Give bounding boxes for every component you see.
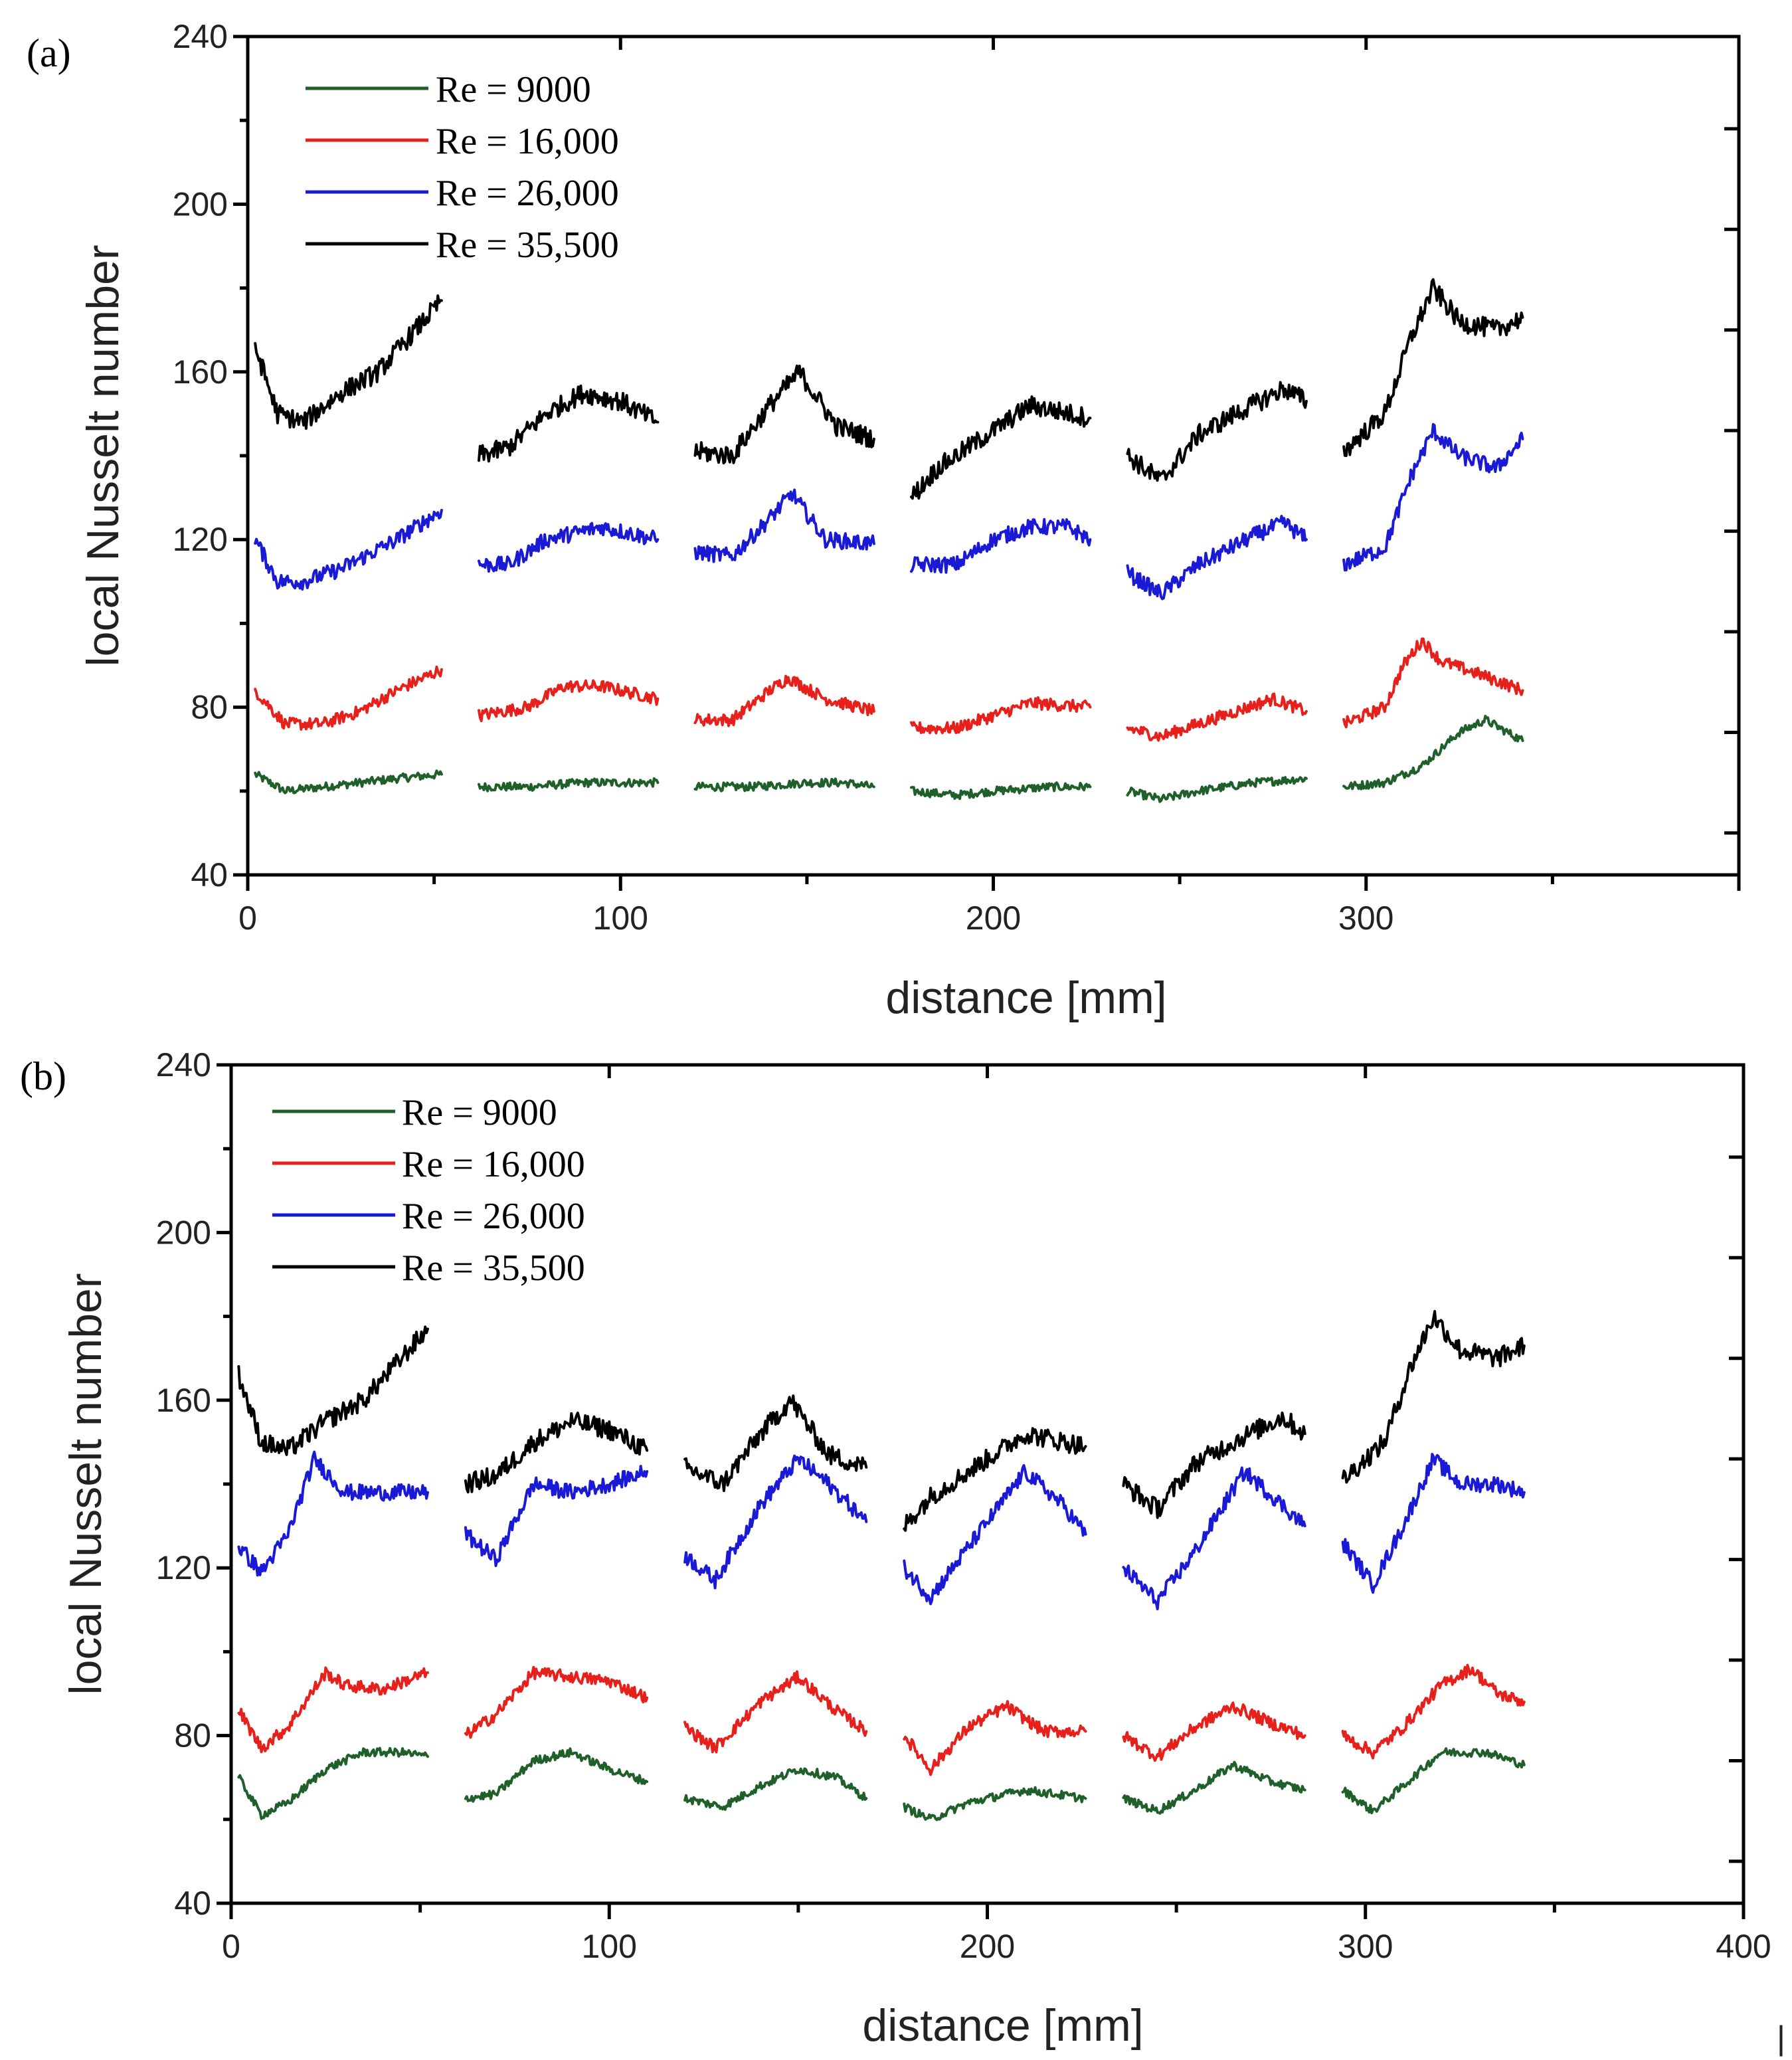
series-re-35-500-segment-2	[464, 1411, 649, 1494]
series-re-16-000-segment-1	[237, 1666, 429, 1754]
series-re-16-000-segment-6	[1341, 1663, 1526, 1760]
series-re-26-000-segment-4	[910, 517, 1092, 574]
series-re-9000-segment-4	[903, 1786, 1087, 1822]
series-re-26-000-segment-6	[1341, 1453, 1526, 1594]
series-re-16-000-segment-1	[254, 665, 443, 731]
y-axis-tick-labels: 40 80 120 160 200 240	[173, 18, 228, 893]
y-tick-label: 120	[156, 1549, 211, 1586]
y-tick-label: 160	[173, 353, 228, 391]
series-re-9000-segment-3	[683, 1767, 868, 1811]
series-re-9000-segment-4	[910, 781, 1092, 800]
series-re-16-000-segment-5	[1126, 692, 1308, 742]
y-tick-label: 40	[174, 1885, 211, 1922]
y-axis-tick-labels: 40 80 120 160 200 240	[156, 1046, 211, 1922]
series-re-26-000-segment-1	[254, 509, 443, 591]
series-re-9000-segment-1	[254, 769, 443, 795]
x-axis-tick-labels: 0 100 200 300 400	[222, 1928, 1771, 1965]
series-re-16-000-segment-3	[683, 1670, 868, 1754]
panel-b: (b) 40 80 120 160 200 240 0 100 200 300 400 dista…	[20, 1046, 1771, 2051]
series-re-26-000-segment-1	[237, 1450, 429, 1577]
panel-a: (a) 40 80 120 160 200 240 0 100 200 300 distance…	[27, 18, 1741, 1023]
legend: Re = 9000 Re = 16,000 Re = 26,000 Re = 3…	[272, 1092, 585, 1289]
series-re-26-000-segment-3	[683, 1454, 868, 1590]
y-tick-label: 200	[156, 1214, 211, 1251]
x-tick-label: 100	[582, 1928, 637, 1965]
series-re-35-500-segment-3	[693, 364, 875, 465]
y-tick-label: 160	[156, 1382, 211, 1419]
x-tick-label: 0	[222, 1928, 240, 1965]
x-tick-label: 200	[966, 899, 1021, 937]
plot-frame	[246, 35, 1741, 877]
series-re-35-500-segment-6	[1341, 1310, 1526, 1484]
series-re-9000-segment-5	[1126, 776, 1308, 803]
series-re-16-000-segment-5	[1122, 1701, 1306, 1762]
series-re-26-000-segment-4	[903, 1463, 1087, 1606]
y-tick-label: 240	[156, 1046, 211, 1083]
series-re-9000-segment-6	[1341, 1747, 1526, 1815]
panel-label: (b)	[20, 1054, 66, 1098]
x-tick-label: 100	[593, 899, 648, 937]
x-axis-title: distance [mm]	[862, 2000, 1143, 2051]
series-re-9000-segment-2	[478, 777, 660, 793]
series-re-35-500-segment-2	[478, 384, 660, 463]
y-tick-label: 80	[191, 689, 228, 726]
legend-label-re-26000: Re = 26,000	[402, 1196, 585, 1237]
series-re-26-000-segment-5	[1126, 514, 1308, 601]
plot-frame	[229, 1063, 1746, 1905]
y-axis-title: local Nusselt number	[60, 1273, 111, 1695]
x-axis-tick-labels: 0 100 200 300	[238, 899, 1393, 937]
series-re-16-000-segment-2	[464, 1665, 649, 1739]
legend-label-re-35500: Re = 35,500	[436, 225, 619, 266]
series-re-16-000-segment-4	[910, 696, 1092, 735]
y-tick-label: 240	[173, 18, 228, 55]
x-tick-label: 300	[1338, 1928, 1393, 1965]
legend-label-re-35500: Re = 35,500	[402, 1248, 585, 1289]
panel-label: (a)	[27, 31, 71, 75]
series-re-26-000-segment-5	[1122, 1466, 1306, 1611]
series-re-26-000-segment-3	[693, 488, 875, 563]
y-tick-label: 40	[191, 856, 228, 893]
x-tick-label: 0	[238, 899, 257, 937]
legend-label-re-9000: Re = 9000	[436, 69, 591, 110]
y-tick-label: 120	[173, 521, 228, 558]
series-re-35-500-segment-1	[254, 294, 443, 430]
x-tick-label: 300	[1338, 899, 1393, 937]
series-re-26-000-segment-2	[464, 1465, 649, 1567]
axis-ticks	[233, 35, 1741, 891]
series-re-26-000-segment-6	[1342, 422, 1524, 572]
legend: Re = 9000 Re = 16,000 Re = 26,000 Re = 3…	[306, 69, 619, 266]
series-re-16-000-segment-3	[693, 674, 875, 727]
series-re-16-000-segment-6	[1342, 637, 1524, 729]
series-re-9000-segment-3	[693, 777, 875, 793]
series-re-9000-segment-2	[464, 1747, 649, 1803]
series-re-9000-segment-6	[1342, 715, 1524, 791]
data-series	[237, 1310, 1526, 1822]
y-axis-title: local Nusselt number	[78, 245, 128, 667]
y-tick-label: 200	[173, 185, 228, 223]
series-re-16-000-segment-2	[478, 679, 660, 723]
series-re-9000-segment-5	[1122, 1760, 1306, 1815]
legend-label-re-16000: Re = 16,000	[436, 121, 619, 162]
y-tick-label: 80	[174, 1717, 211, 1754]
series-re-16-000-segment-4	[903, 1700, 1087, 1776]
series-re-35-500-segment-6	[1342, 278, 1524, 457]
series-re-35-500-segment-5	[1122, 1411, 1306, 1519]
legend-label-re-26000: Re = 26,000	[436, 173, 619, 214]
legend-label-re-16000: Re = 16,000	[402, 1144, 585, 1185]
legend-label-re-9000: Re = 9000	[402, 1092, 557, 1133]
x-axis-title: distance [mm]	[885, 973, 1166, 1023]
series-re-35-500-segment-4	[903, 1427, 1087, 1532]
series-re-9000-segment-1	[237, 1746, 429, 1820]
axis-ticks	[217, 1063, 1746, 1919]
series-re-35-500-segment-1	[237, 1325, 429, 1456]
figure-end-mark: |	[1777, 2019, 1785, 2057]
data-series	[254, 278, 1524, 803]
x-tick-label: 400	[1716, 1928, 1771, 1965]
series-re-35-500-segment-5	[1126, 381, 1308, 482]
series-re-35-500-segment-4	[910, 395, 1092, 500]
series-re-35-500-segment-3	[683, 1394, 868, 1493]
x-tick-label: 200	[960, 1928, 1015, 1965]
series-re-26-000-segment-2	[478, 521, 660, 573]
